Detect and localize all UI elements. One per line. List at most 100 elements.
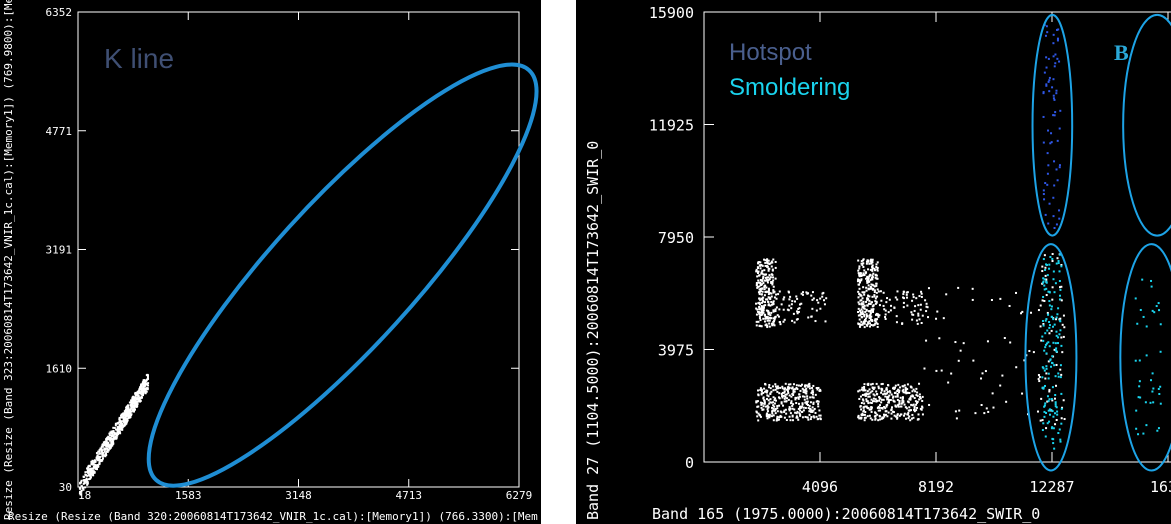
k-line-annotation: K line [104, 43, 174, 74]
b-point [866, 298, 869, 301]
a-point [119, 428, 122, 431]
b-point [1038, 376, 1041, 379]
a-point [107, 445, 110, 448]
b-point [786, 390, 789, 393]
b-point [783, 391, 786, 394]
b-point [756, 275, 759, 278]
b-point [796, 388, 799, 391]
b-point [774, 316, 777, 319]
b-point [1059, 368, 1062, 371]
b-point [985, 407, 988, 410]
b-point [876, 288, 879, 291]
b-point [767, 276, 770, 279]
b-point [984, 370, 987, 373]
b-point [781, 391, 784, 394]
b-point [869, 401, 872, 404]
b-point [863, 313, 866, 316]
b-point [1043, 404, 1046, 407]
b-point [875, 284, 878, 287]
b-point [870, 315, 873, 318]
b-point [801, 410, 804, 413]
a-point [124, 411, 127, 414]
b-point [863, 291, 866, 294]
b-point [905, 407, 908, 410]
b-point [915, 297, 918, 300]
b-point [902, 401, 905, 404]
a-point [123, 413, 126, 416]
b-point [760, 263, 763, 266]
a-point [94, 466, 97, 469]
a-point [118, 419, 121, 422]
b-point [759, 264, 762, 267]
b-point [860, 308, 863, 311]
b-point [772, 396, 775, 399]
a-point [84, 474, 87, 477]
b-point [1051, 286, 1054, 289]
a-point [90, 473, 93, 476]
b-point [883, 308, 886, 311]
b-point [1042, 324, 1045, 327]
b-point [766, 260, 769, 263]
a-point [132, 405, 135, 408]
b-point [896, 416, 899, 419]
b-point [908, 391, 911, 394]
a-point [101, 443, 104, 446]
b-point [792, 391, 795, 394]
b-point [873, 291, 876, 294]
b-point [1047, 341, 1050, 344]
b-point [764, 284, 767, 287]
b-point [765, 397, 768, 400]
a-point [112, 426, 115, 429]
b-point [1052, 442, 1055, 445]
b-point [885, 404, 888, 407]
b-point [865, 405, 868, 408]
b-point [759, 298, 762, 301]
b-point [1045, 56, 1048, 59]
b-point [1041, 386, 1044, 389]
b-point [892, 411, 895, 414]
b-point [1046, 152, 1049, 155]
b-point [1045, 263, 1048, 266]
b-point [1050, 305, 1053, 308]
b-point [814, 320, 817, 323]
b-point [873, 289, 876, 292]
b-point [1057, 342, 1060, 345]
b-point [1053, 364, 1056, 367]
a-point [84, 486, 87, 489]
a-point [131, 399, 134, 402]
b-point [878, 396, 881, 399]
b-point [1060, 265, 1063, 268]
b-point [898, 402, 901, 405]
b-point [863, 326, 866, 329]
b-point [914, 400, 917, 403]
b-point [764, 301, 767, 304]
a-point [100, 450, 103, 453]
b-point [807, 292, 810, 295]
b-point [919, 397, 922, 400]
b-y-tick-label: 15900 [649, 4, 694, 22]
b-point [795, 295, 798, 298]
b-point [799, 407, 802, 410]
b-point [1136, 322, 1139, 325]
b-point [1054, 375, 1057, 378]
b-point [1145, 354, 1148, 357]
b-point [891, 396, 894, 399]
b-point [884, 392, 887, 395]
b-point [884, 316, 887, 319]
b-point [900, 402, 903, 405]
b-point [866, 415, 869, 418]
b-point [871, 258, 874, 261]
b-point [1058, 217, 1061, 220]
b-point [772, 309, 775, 312]
b-point [872, 388, 875, 391]
b-point [759, 308, 762, 311]
b-point [797, 418, 800, 421]
b-point [759, 387, 762, 390]
b-point [766, 281, 769, 284]
b-point [1047, 290, 1050, 293]
a-point [125, 413, 128, 416]
b-point [1043, 369, 1046, 372]
b-point [809, 418, 812, 421]
b-point [769, 401, 772, 404]
b-point [1021, 310, 1024, 313]
